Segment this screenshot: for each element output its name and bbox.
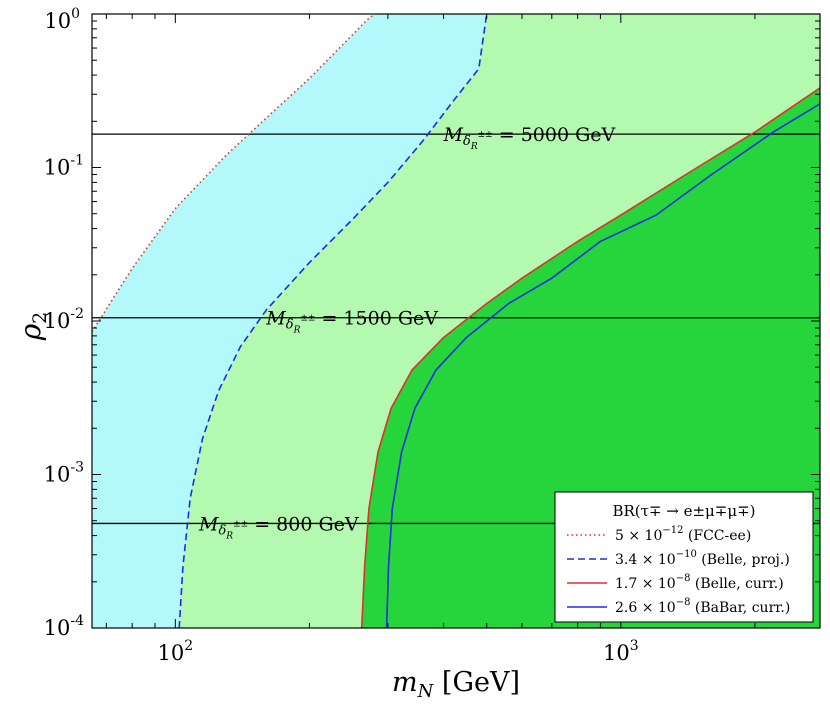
mass-label-0: MδR±± = 5000 GeV [443,124,616,152]
series-line-2 [360,87,820,628]
legend-title: BR(τ∓ → e±μ∓μ∓) [612,502,755,520]
mass-label-1: MδR±± = 1500 GeV [265,308,438,336]
region-fills [92,14,820,628]
axis-ticks [92,13,820,629]
legend-box [554,491,814,623]
y-axis-label: ρ2 [14,312,51,342]
x-tick-label-0: 102 [158,638,194,665]
region-fill-2 [361,14,820,628]
axis-tick-labels: 102 103 10-4 10-3 10-2 10-1 100 [44,6,639,665]
y-tick-label-0: 10-4 [44,613,84,640]
series-line-1 [178,14,488,628]
y-tick-label-2: 10-2 [44,306,84,333]
series-line-0 [92,14,375,333]
mass-contour-labels: MδR±± = 5000 GeV MδR±± = 1500 GeV MδR±± = … [198,124,616,541]
legend-label-3: 2.6 × 10−8 (BaBar, curr.) [615,597,790,616]
legend-label-1: 3.4 × 10−10 (Belle, proj.) [615,549,790,568]
x-axis-label: mN [GeV] [392,667,520,702]
mass-label-2: MδR±± = 800 GeV [198,513,359,541]
legend-label-2: 1.7 × 10−8 (Belle, curr.) [615,573,784,592]
series-line-3 [385,103,820,628]
y-tick-label-1: 10-3 [44,460,84,487]
legend-label-0: 5 × 10−12 (FCC-ee) [615,525,751,544]
series-lines [92,14,820,628]
y-tick-label-3: 10-1 [44,153,84,180]
y-tick-label-4: 100 [44,6,80,33]
legend: BR(τ∓ → e±μ∓μ∓) 5 × 10−12 (FCC-ee) 3.4 × … [554,491,814,623]
x-tick-label-1: 103 [603,638,639,665]
